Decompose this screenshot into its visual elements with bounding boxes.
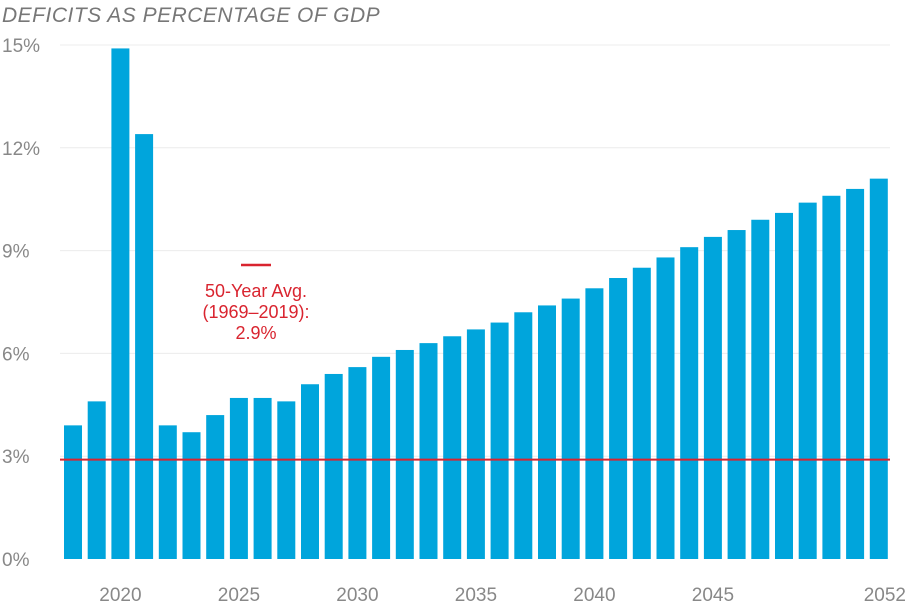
bar-2041 bbox=[609, 278, 628, 559]
x-tick-label: 2035 bbox=[455, 585, 497, 606]
bar-2023 bbox=[182, 432, 201, 559]
x-tick-label: 2020 bbox=[99, 585, 141, 606]
bar-2022 bbox=[158, 425, 177, 559]
x-tick-label: 2040 bbox=[573, 585, 615, 606]
bar-2018 bbox=[64, 425, 82, 559]
x-axis-ticks: 2020 2025 2030 2035 2040 2045 2052 bbox=[99, 585, 906, 606]
y-tick-label: 9% bbox=[2, 242, 30, 263]
y-tick-label: 12% bbox=[2, 139, 40, 160]
bar-2042 bbox=[632, 267, 651, 559]
average-label-line-2: (1969–2019): bbox=[202, 302, 309, 322]
bar-2048 bbox=[775, 212, 793, 559]
bar-2027 bbox=[277, 401, 296, 559]
chart-title: DEFICITS AS PERCENTAGE OF GDP bbox=[2, 4, 380, 27]
bar-2021 bbox=[135, 134, 154, 560]
y-axis-ticks: 0% 3% 6% 9% 12% 15% bbox=[2, 36, 40, 571]
bar-2034 bbox=[443, 336, 462, 559]
bar-2045 bbox=[703, 236, 722, 560]
bars bbox=[64, 48, 888, 560]
bar-2046 bbox=[727, 230, 746, 560]
bar-2024 bbox=[206, 415, 225, 559]
bar-2050 bbox=[822, 195, 841, 560]
bar-2051 bbox=[846, 188, 865, 560]
bar-2019 bbox=[87, 401, 106, 559]
bar-2043 bbox=[656, 257, 675, 559]
reference-line-group: 50-Year Avg. (1969–2019): 2.9% bbox=[60, 263, 890, 461]
x-tick-label: 2025 bbox=[218, 585, 260, 606]
y-tick-label: 15% bbox=[2, 36, 40, 57]
average-label-line-1: 50-Year Avg. bbox=[205, 281, 307, 301]
bar-2032 bbox=[395, 349, 414, 559]
bar-2039 bbox=[561, 298, 580, 559]
bar-2029 bbox=[324, 373, 343, 559]
bar-2036 bbox=[490, 322, 509, 559]
bar-2049 bbox=[798, 202, 817, 560]
y-tick-label: 6% bbox=[2, 344, 30, 365]
bar-2035 bbox=[466, 329, 485, 559]
bar-2033 bbox=[419, 343, 438, 559]
bar-2044 bbox=[680, 247, 699, 559]
bar-2052 bbox=[869, 178, 888, 559]
x-tick-label: 2030 bbox=[336, 585, 378, 606]
bar-2040 bbox=[585, 288, 604, 559]
x-tick-label: 2052 bbox=[864, 585, 906, 606]
bar-2028 bbox=[301, 384, 319, 559]
bar-2030 bbox=[348, 367, 367, 559]
bar-2047 bbox=[751, 219, 770, 559]
y-tick-label: 3% bbox=[2, 447, 30, 468]
bar-2037 bbox=[514, 312, 533, 559]
bar-2038 bbox=[538, 305, 556, 559]
bar-2031 bbox=[372, 356, 391, 559]
y-tick-label: 0% bbox=[2, 550, 30, 571]
bar-2020 bbox=[111, 48, 130, 559]
bar-2025 bbox=[229, 397, 248, 559]
bar-2026 bbox=[253, 397, 272, 559]
x-tick-label: 2045 bbox=[692, 585, 734, 606]
average-label-line-3: 2.9% bbox=[235, 323, 276, 343]
